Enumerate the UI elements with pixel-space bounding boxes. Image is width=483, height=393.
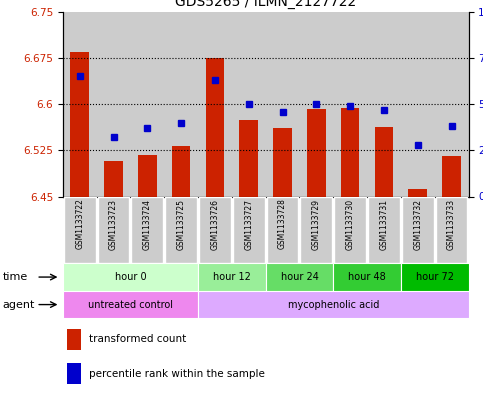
- Text: GSM1133728: GSM1133728: [278, 198, 287, 250]
- Bar: [367, 12, 401, 196]
- Bar: [63, 263, 198, 291]
- Bar: [435, 12, 469, 196]
- Bar: [172, 146, 190, 196]
- Bar: [402, 196, 434, 263]
- Bar: [333, 12, 367, 196]
- Text: hour 72: hour 72: [416, 272, 454, 282]
- Bar: [165, 196, 197, 263]
- Bar: [368, 196, 400, 263]
- Bar: [63, 12, 97, 196]
- Bar: [138, 154, 156, 196]
- Bar: [267, 196, 298, 263]
- Text: hour 12: hour 12: [213, 272, 251, 282]
- Bar: [401, 12, 435, 196]
- Text: time: time: [2, 272, 28, 282]
- Bar: [232, 12, 266, 196]
- Text: agent: agent: [2, 299, 35, 310]
- Bar: [299, 12, 333, 196]
- Bar: [199, 196, 231, 263]
- Text: transformed count: transformed count: [89, 334, 186, 344]
- Bar: [334, 196, 366, 263]
- Bar: [131, 196, 163, 263]
- Text: percentile rank within the sample: percentile rank within the sample: [89, 369, 265, 378]
- Text: GSM1133733: GSM1133733: [447, 198, 456, 250]
- Bar: [266, 12, 299, 196]
- Text: mycophenolic acid: mycophenolic acid: [287, 299, 379, 310]
- Bar: [409, 189, 427, 196]
- Bar: [198, 291, 469, 318]
- Bar: [71, 52, 89, 196]
- Bar: [401, 263, 469, 291]
- Bar: [63, 291, 198, 318]
- Bar: [104, 161, 123, 196]
- Bar: [98, 196, 129, 263]
- Bar: [67, 363, 81, 384]
- Bar: [67, 329, 81, 350]
- Bar: [341, 108, 359, 196]
- Bar: [442, 156, 461, 196]
- Text: GSM1133731: GSM1133731: [380, 198, 388, 250]
- Bar: [198, 12, 232, 196]
- Bar: [375, 127, 393, 196]
- Bar: [130, 12, 164, 196]
- Bar: [307, 109, 326, 196]
- Text: GSM1133729: GSM1133729: [312, 198, 321, 250]
- Bar: [233, 196, 265, 263]
- Text: GSM1133732: GSM1133732: [413, 198, 422, 250]
- Bar: [300, 196, 332, 263]
- Text: hour 48: hour 48: [348, 272, 386, 282]
- Bar: [64, 196, 96, 263]
- Bar: [266, 263, 333, 291]
- Text: GSM1133727: GSM1133727: [244, 198, 253, 250]
- Text: untreated control: untreated control: [88, 299, 173, 310]
- Text: GSM1133730: GSM1133730: [346, 198, 355, 250]
- Bar: [333, 263, 401, 291]
- Text: GSM1133724: GSM1133724: [143, 198, 152, 250]
- Text: GSM1133723: GSM1133723: [109, 198, 118, 250]
- Bar: [198, 263, 266, 291]
- Bar: [273, 128, 292, 196]
- Text: GSM1133725: GSM1133725: [177, 198, 185, 250]
- Title: GDS5265 / ILMN_2127722: GDS5265 / ILMN_2127722: [175, 0, 356, 9]
- Text: hour 24: hour 24: [281, 272, 318, 282]
- Text: hour 0: hour 0: [114, 272, 146, 282]
- Bar: [164, 12, 198, 196]
- Bar: [97, 12, 130, 196]
- Bar: [436, 196, 468, 263]
- Bar: [206, 58, 224, 196]
- Bar: [240, 119, 258, 196]
- Text: GSM1133722: GSM1133722: [75, 198, 84, 250]
- Text: GSM1133726: GSM1133726: [211, 198, 219, 250]
